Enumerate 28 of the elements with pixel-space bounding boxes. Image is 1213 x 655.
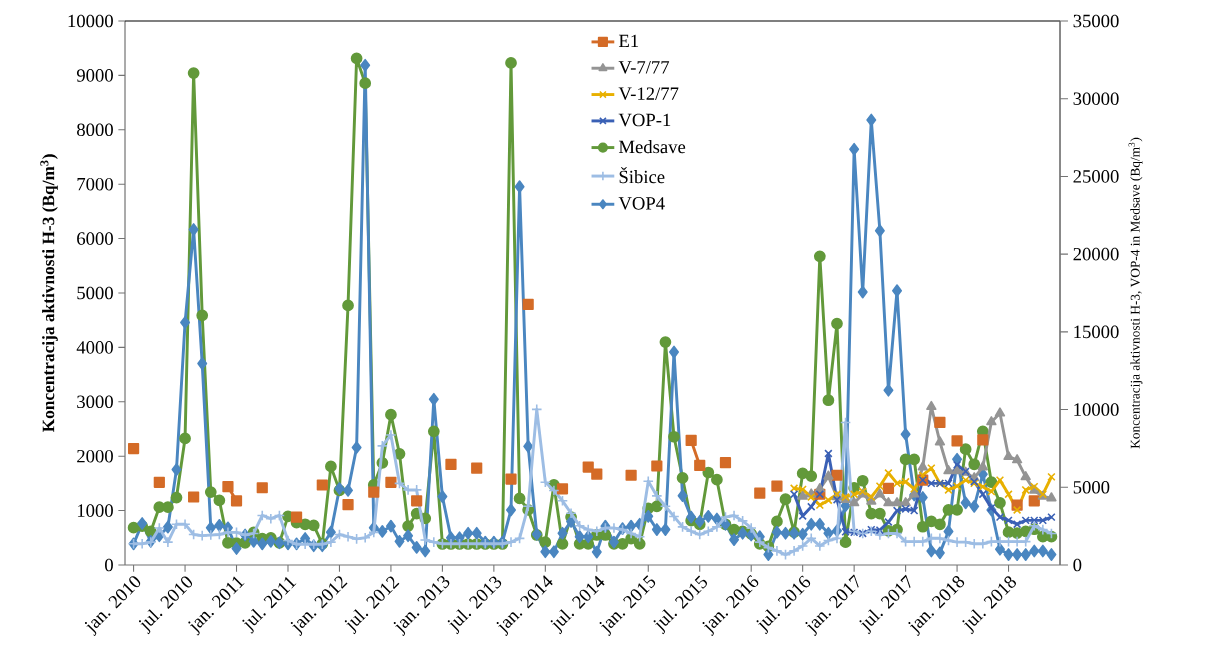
- y-tick-label: 8000: [77, 123, 113, 137]
- y-tick-label: 5000: [77, 286, 113, 300]
- legend-label: VOP-1: [618, 113, 671, 127]
- legend-label: Šibice: [619, 167, 665, 184]
- y2-tick-label: 25000: [1073, 170, 1119, 183]
- y-tick-label: 0: [105, 558, 113, 572]
- legend-label: E1: [618, 34, 639, 48]
- y-tick-label: 6000: [77, 232, 113, 245]
- y2-tick-label: 15000: [1074, 325, 1119, 339]
- y2-tick-label: 10000: [1074, 403, 1119, 416]
- y-axis-title: Koncentracija aktivnosti H-3 (Bq/m$^{3}$): [40, 154, 58, 433]
- y2-tick-label: 35000: [1073, 14, 1119, 28]
- y-tick-label: 9000: [76, 69, 113, 82]
- y-tick-label: 7000: [77, 177, 113, 191]
- legend-label: V-12/77: [618, 87, 679, 101]
- y-tick-label: 3000: [77, 395, 113, 409]
- y-tick-label: 1000: [77, 504, 113, 517]
- y2-tick-label: 20000: [1073, 247, 1119, 261]
- legend-label: VOP4: [618, 197, 665, 210]
- y2-tick-label: 30000: [1073, 92, 1119, 105]
- y2-tick-label: 5000: [1073, 480, 1110, 494]
- legend-label: Medsave: [618, 140, 686, 154]
- y2-axis-title: Koncentracija aktivnosti H-3, VOP-4 in Medsave (Bq/m$^{3}$): [1128, 137, 1143, 449]
- legend-label: V-7/77: [618, 61, 670, 74]
- y-tick-label: 10000: [68, 14, 113, 28]
- y-tick-label: 4000: [76, 341, 113, 354]
- y-tick-label: 2000: [77, 449, 113, 463]
- y2-tick-label: 0: [1073, 558, 1082, 572]
